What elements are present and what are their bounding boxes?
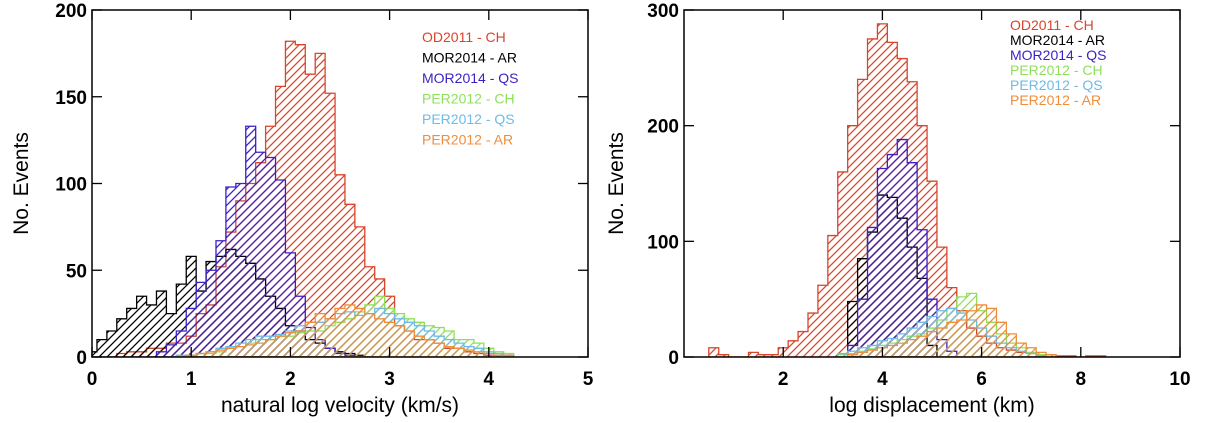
x-tick-label: 4 bbox=[484, 369, 495, 390]
x-tick-label: 4 bbox=[877, 369, 888, 390]
x-tick-label: 5 bbox=[583, 369, 594, 390]
chart-panel-2: 0 100 200 300 2 4 6 8 10 log displacement (km) No.… bbox=[605, 1, 1191, 417]
chart-panel-1: 0 50 100 150 200 0 1 2 3 4 5 natural log velocity (… bbox=[10, 1, 594, 417]
x-tick-label: 3 bbox=[384, 369, 395, 390]
x-tick-label: 8 bbox=[1076, 369, 1087, 390]
legend-entry: MOR2014 - AR bbox=[422, 50, 517, 66]
x-tick-label: 2 bbox=[285, 369, 296, 390]
y-axis-label: No. Events bbox=[10, 132, 33, 235]
y-tick-label: 0 bbox=[668, 348, 679, 369]
legend-entry: PER2012 - QS bbox=[422, 111, 515, 127]
legend-entry: MOR2014 - AR bbox=[1010, 32, 1105, 48]
y-tick-label: 100 bbox=[55, 175, 87, 196]
y-tick-label: 200 bbox=[647, 117, 679, 138]
y-axis-label: No. Events bbox=[605, 132, 628, 235]
x-tick-label: 0 bbox=[87, 369, 98, 390]
plot-frame bbox=[683, 9, 1181, 358]
y-tick-label: 200 bbox=[55, 1, 87, 22]
legend-entry: PER2012 - AR bbox=[1010, 92, 1101, 108]
legend-entry: PER2012 - QS bbox=[1010, 77, 1103, 93]
y-tick-label: 150 bbox=[55, 88, 87, 109]
histogram-series-per2012-ar bbox=[847, 304, 1057, 357]
x-axis-label: log displacement (km) bbox=[829, 394, 1034, 417]
histogram-series-per2012-ar bbox=[185, 304, 515, 357]
legend-entry: MOR2014 - QS bbox=[422, 70, 518, 86]
y-tick-label: 300 bbox=[647, 1, 679, 22]
legend-entry: PER2012 - CH bbox=[422, 91, 515, 107]
legend-entry: OD2011 - CH bbox=[1010, 17, 1094, 33]
x-tick-label: 2 bbox=[778, 369, 789, 390]
legend-entry: PER2012 - CH bbox=[1010, 62, 1103, 78]
y-tick-label: 50 bbox=[66, 261, 87, 282]
x-tick-label: 1 bbox=[186, 369, 197, 390]
legend-entry: MOR2014 - QS bbox=[1010, 47, 1106, 63]
x-tick-label: 6 bbox=[976, 369, 987, 390]
y-tick-label: 0 bbox=[76, 348, 87, 369]
x-axis-label: natural log velocity (km/s) bbox=[221, 394, 459, 417]
legend-entry: OD2011 - CH bbox=[422, 29, 506, 45]
legend-entry: PER2012 - AR bbox=[422, 132, 513, 148]
x-tick-label: 10 bbox=[1169, 369, 1190, 390]
y-tick-label: 100 bbox=[647, 232, 679, 253]
